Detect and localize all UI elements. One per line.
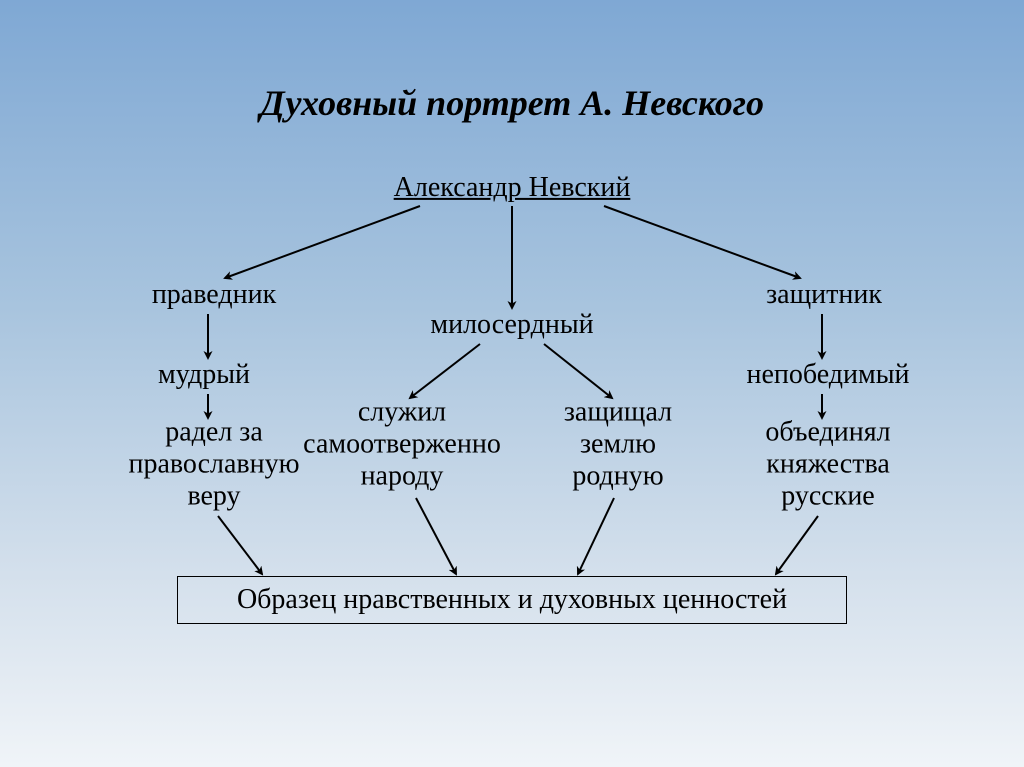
node-left1: праведник bbox=[152, 279, 276, 311]
final-box: Образец нравственных и духовных ценносте… bbox=[177, 576, 847, 624]
node-right1: защитник bbox=[766, 279, 882, 311]
node-root: Александр Невский bbox=[394, 172, 631, 204]
node-mid2a: служилсамоотверженнонароду bbox=[303, 397, 501, 494]
node-mid1: милосердный bbox=[430, 309, 593, 341]
final-text: Образец нравственных и духовных ценносте… bbox=[237, 584, 787, 616]
diagram-title: Духовный портрет А. Невского bbox=[0, 82, 1024, 124]
node-left3: радел заправославнуюверу bbox=[128, 417, 299, 514]
node-right2: непобедимый bbox=[746, 359, 909, 391]
node-right3: объединялкняжестварусские bbox=[765, 417, 890, 514]
node-left2: мудрый bbox=[158, 359, 250, 391]
node-mid2b: защищалземлюродную bbox=[564, 397, 672, 494]
